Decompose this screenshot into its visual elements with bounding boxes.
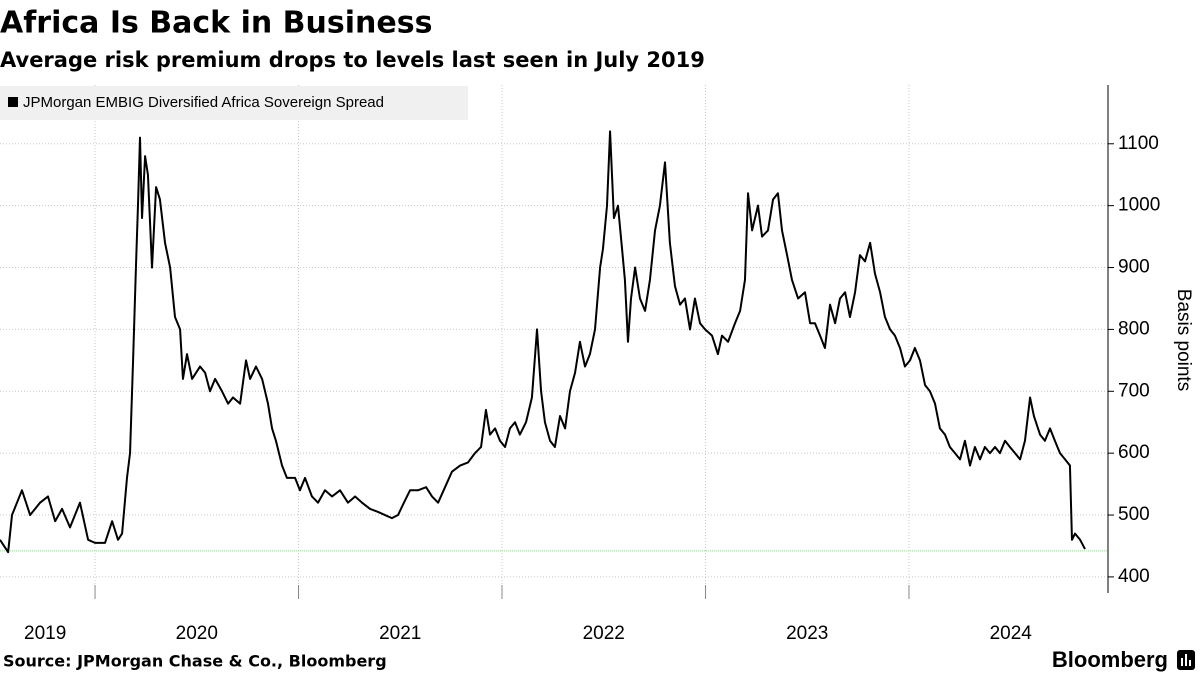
y-tick-label: 800 (1118, 318, 1150, 339)
x-tick-label: 2021 (379, 623, 421, 644)
y-tick-label: 700 (1118, 380, 1150, 401)
y-tick-label: 1100 (1118, 133, 1159, 154)
y-tick-label: 900 (1118, 257, 1150, 278)
source: Source: JPMorgan Chase & Co., Bloomberg (3, 652, 387, 671)
y-tick-label: 500 (1118, 504, 1150, 525)
legend-swatch (8, 97, 18, 107)
y-tick-label: 400 (1118, 566, 1150, 587)
legend-label: JPMorgan EMBIG Diversified Africa Sovere… (23, 94, 384, 111)
x-tick-label: 2020 (176, 623, 218, 644)
brand: Bloomberg (1052, 647, 1168, 672)
brand-icon (1177, 650, 1195, 670)
legend-box (0, 86, 468, 120)
x-tick-label: 2022 (583, 623, 625, 644)
y-tick-label: 1000 (1118, 195, 1160, 216)
chart-title: Africa Is Back in Business (0, 6, 432, 41)
series-line (0, 130, 1086, 554)
y-axis-label: Basis points (1173, 289, 1194, 391)
chart-subtitle: Average risk premium drops to levels las… (0, 48, 705, 72)
y-tick-label: 600 (1118, 442, 1150, 463)
x-tick-label: 2019 (24, 623, 66, 644)
x-tick-label: 2024 (990, 623, 1033, 644)
x-tick-label: 2023 (786, 623, 828, 644)
